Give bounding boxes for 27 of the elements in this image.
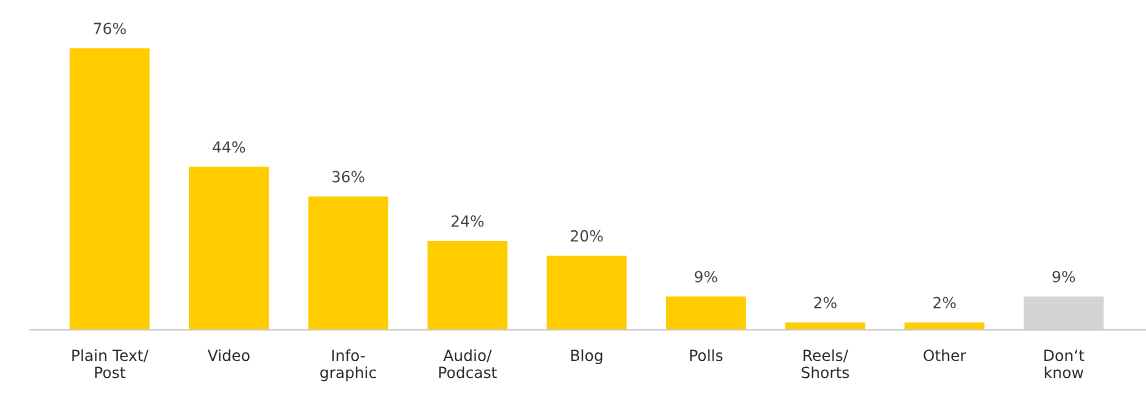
bar: [1023, 296, 1104, 330]
x-tick-label: Video: [207, 349, 250, 362]
data-label: 2%: [814, 296, 837, 309]
data-label: 76%: [93, 22, 126, 35]
x-tick-label: Audio/ Podcast: [439, 349, 497, 379]
bar: [308, 196, 389, 330]
x-tick-label: Don‘t know: [1044, 349, 1085, 379]
data-label: 24%: [451, 215, 484, 227]
bar: [666, 296, 746, 330]
x-tick-label: Info- graphic: [320, 349, 376, 382]
data-label: 20%: [570, 230, 603, 242]
data-label: 2%: [933, 296, 956, 309]
data-label: 44%: [212, 141, 246, 153]
x-tick-label: Plain Text/ Post: [72, 349, 149, 379]
data-label: 36%: [332, 170, 365, 183]
data-label: 9%: [1052, 270, 1075, 283]
x-tick-label: Other: [923, 349, 967, 362]
data-label: 9%: [694, 270, 718, 283]
bar: [189, 166, 269, 330]
x-tick-label: Polls: [690, 349, 723, 362]
bar: [785, 322, 866, 330]
bar: [427, 240, 508, 330]
bar: [546, 255, 627, 330]
x-tick-label: Blog: [571, 349, 603, 365]
bar: [904, 322, 985, 330]
x-tick-label: Reels/ Shorts: [801, 349, 849, 379]
bar: [69, 48, 150, 330]
